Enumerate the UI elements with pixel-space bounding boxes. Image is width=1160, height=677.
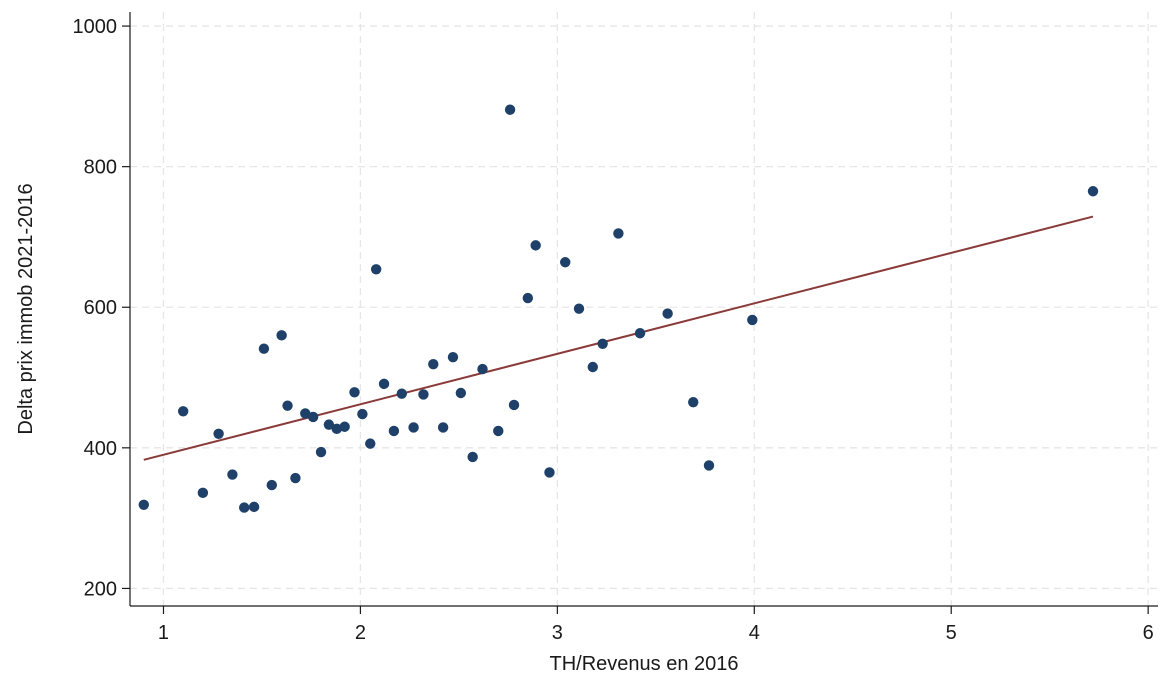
y-tick-label-1: 400 [84,438,117,460]
y-axis-ticks: 200 400 600 800 1000 [73,16,130,600]
data-point [573,303,585,314]
data-point [307,411,319,423]
data-point [504,104,516,115]
data-point [587,361,598,373]
data-point [248,501,260,513]
data-point [455,387,467,399]
data-point [477,363,488,375]
x-tick-label-3: 4 [749,622,760,644]
data-point [357,408,368,420]
data-point [276,330,287,341]
data-point [339,421,350,432]
data-point [428,358,439,370]
data-point [282,400,293,411]
data-point [418,389,429,400]
data-point [662,308,673,319]
data-point [365,438,376,449]
data-point [408,422,419,433]
data-point [613,228,624,239]
data-point [258,343,270,354]
data-point [300,408,311,419]
data-point [447,351,459,363]
data-point [315,446,327,458]
points-layer [138,104,1099,513]
data-point [227,469,238,480]
y-tick-label-2: 600 [84,297,117,319]
axes [129,12,1158,607]
data-point [747,314,758,326]
data-point [138,499,149,510]
grid [130,12,1158,606]
data-point [388,425,400,437]
data-point [177,406,189,417]
data-point [370,264,382,275]
data-point [323,419,335,430]
x-tick-label-2: 3 [552,622,563,644]
x-axis-ticks: 1 2 3 4 5 6 [158,606,1154,644]
data-point [239,502,250,513]
x-tick-label-0: 1 [158,622,169,644]
x-tick-label-5: 6 [1143,622,1154,644]
data-point [530,240,541,251]
data-point [597,338,608,349]
data-point [688,396,699,408]
data-point [703,460,715,471]
x-axis-label: TH/Revenus en 2016 [549,653,738,675]
x-tick-label-1: 2 [355,622,366,644]
fit-line-layer [143,215,1094,461]
fit-line [143,215,1094,461]
data-point [544,467,555,478]
y-axis-label: Delta prix immob 2021-2016 [15,183,37,434]
data-point [266,479,277,491]
data-point [522,292,534,304]
y-tick-label-4: 1000 [73,16,118,38]
x-tick-label-4: 5 [946,622,957,644]
data-point [467,451,478,463]
data-point [197,487,209,499]
data-point [290,472,301,484]
y-tick-label-0: 200 [84,578,117,600]
data-point [493,425,504,437]
data-point [349,387,360,398]
data-point [396,388,407,399]
data-point [331,423,342,435]
data-point [213,428,224,439]
y-tick-label-3: 800 [84,157,117,179]
data-point [560,257,571,268]
data-point [634,328,646,339]
data-point [437,422,449,433]
data-point [1087,186,1099,197]
data-point [378,378,390,390]
data-point [508,399,520,411]
